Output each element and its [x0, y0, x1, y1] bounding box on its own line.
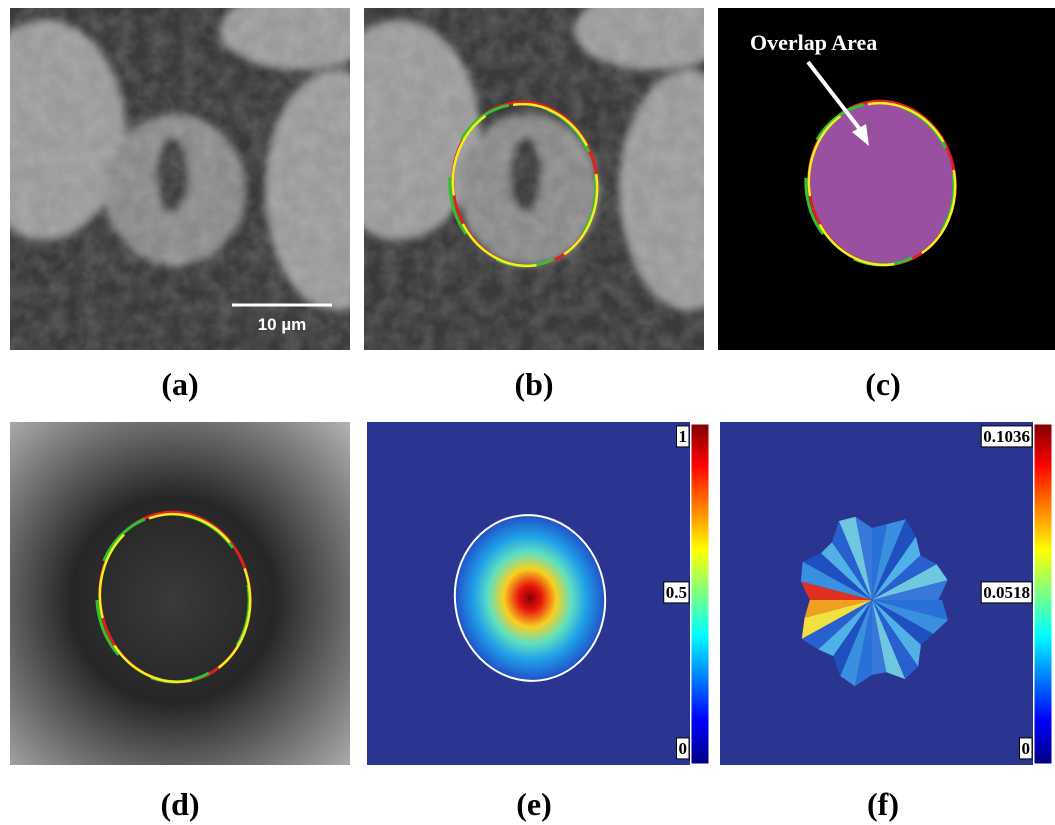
colorbar-tick-label: 0.0518 [983, 583, 1030, 602]
panel-label: (e) [516, 786, 552, 822]
colorbar [1034, 424, 1052, 764]
panel-label: (c) [865, 366, 901, 402]
annotation: Overlap Area [750, 30, 877, 55]
panel-label: (b) [514, 366, 553, 402]
colorbar-tick-label: 0 [679, 739, 688, 758]
colorbar-tick-label: 0.1036 [983, 427, 1030, 446]
colorbar-tick-label: 0 [1022, 739, 1031, 758]
panel-label: (d) [160, 786, 199, 822]
colorbar [691, 424, 709, 764]
colorbar-tick-label: 1 [679, 427, 688, 446]
colorbar-tick-label: 0.5 [666, 583, 687, 602]
panel-label: (a) [161, 366, 198, 402]
micrograph [319, 0, 759, 350]
panel-label: (f) [867, 786, 899, 822]
scale-bar-label: 10 µm [258, 315, 307, 334]
micrograph: 10 µm [0, 0, 405, 350]
figure: 10 µm (a) (b) Overlap Area (c) (d) (e) (… [0, 0, 1055, 825]
distance-map [10, 422, 350, 765]
